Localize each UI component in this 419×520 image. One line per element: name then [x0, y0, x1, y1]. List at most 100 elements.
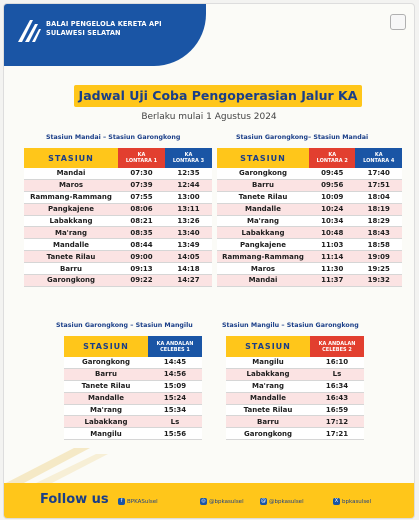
- station-header: STASIUN: [226, 336, 310, 357]
- train-header: KA LONTARA 4: [355, 148, 402, 168]
- departure-time-cell: 11:14: [308, 250, 356, 264]
- train-header-label: KA ANDALAN CELEBES 2: [318, 340, 356, 353]
- table-caption: Stasiun Garongkong – Stasiun Mangilu: [56, 322, 193, 329]
- departure-time-cell: 13:49: [165, 238, 212, 252]
- train-header: KA ANDALAN CELEBES 2: [310, 336, 364, 357]
- table-row: Mandalle 15:24: [64, 392, 202, 405]
- departure-time-cell: 16:59: [310, 404, 364, 417]
- departure-time-cell: 18:29: [355, 215, 402, 228]
- departure-time-cell: 10:34: [308, 215, 356, 228]
- railway-logo-icon: [18, 20, 41, 42]
- station-name-cell: Labakkang: [24, 215, 118, 228]
- table-row: Barru 09:56 17:51: [217, 179, 402, 192]
- departure-time-cell: 11:30: [308, 262, 356, 276]
- station-name-cell: Barru: [64, 368, 148, 381]
- station-name-cell: Maros: [24, 179, 118, 192]
- social-handle[interactable]: ◎ @bpkasulsel: [200, 498, 244, 505]
- station-name-cell: Mandai: [24, 168, 118, 180]
- station-name-cell: Mangilu: [64, 427, 148, 441]
- departure-time-cell: 07:39: [118, 179, 165, 192]
- departure-time-cell: 15:24: [148, 392, 202, 405]
- departure-time-cell: 14:18: [165, 262, 212, 276]
- train-header-label: KA LONTARA 1: [125, 152, 158, 164]
- departure-time-cell: 17:12: [310, 415, 364, 429]
- station-name-cell: Garongkong: [64, 357, 148, 369]
- departure-time-cell: 19:32: [355, 274, 402, 287]
- table-row: Ma'rang 10:34 18:29: [217, 215, 402, 228]
- table-row: Rammang-Rammang 11:14 19:09: [217, 250, 402, 264]
- departure-time-cell: 13:26: [165, 215, 212, 228]
- departure-time-cell: 11:03: [308, 238, 356, 252]
- station-name-cell: Mandalle: [217, 203, 309, 216]
- station-name-cell: Ma'rang: [64, 404, 148, 417]
- departure-time-cell: 16:34: [310, 380, 364, 393]
- train-header: KA LONTARA 2: [308, 148, 356, 168]
- table-row: Mandai 07:30 12:35: [24, 168, 212, 180]
- train-header-label: KA LONTARA 2: [316, 152, 348, 164]
- station-name-cell: Ma'rang: [226, 380, 310, 393]
- station-name-cell: Ma'rang: [24, 226, 118, 240]
- departure-time-cell: 19:25: [355, 262, 402, 276]
- table-row: Mandalle 08:44 13:49: [24, 238, 212, 252]
- station-name-cell: Tanete Rilau: [217, 191, 309, 204]
- station-name-cell: Tanete Rilau: [226, 404, 310, 417]
- departure-time-cell: 17:21: [310, 427, 364, 441]
- social-handle[interactable]: @ @bpkasulsel: [260, 498, 304, 505]
- expand-icon[interactable]: [390, 14, 406, 30]
- footer-band: [4, 483, 414, 518]
- departure-time-cell: 19:09: [355, 250, 402, 264]
- departure-time-cell: 17:40: [355, 168, 402, 180]
- social-handle-label: bpkasulsel: [342, 499, 372, 505]
- departure-time-cell: 15:09: [148, 380, 202, 393]
- social-handle[interactable]: f BPKASulsel: [118, 498, 158, 505]
- table-caption: Stasiun Garongkong– Stasiun Mandai: [236, 134, 369, 141]
- departure-time-cell: 18:43: [355, 226, 402, 240]
- station-name-cell: Pangkajene: [24, 203, 118, 216]
- departure-time-cell: 09:00: [118, 250, 165, 264]
- station-name-cell: Garongkong: [217, 168, 309, 180]
- follow-us-label: Follow us: [40, 492, 109, 507]
- table-row: Maros 07:39 12:44: [24, 179, 212, 192]
- table-row: Barru 14:56: [64, 368, 202, 381]
- departure-time-cell: 09:56: [308, 179, 356, 192]
- table-row: Tanete Rilau 09:00 14:05: [24, 250, 212, 264]
- table-row: Ma'rang 16:34: [226, 380, 364, 393]
- page-title: Jadwal Uji Coba Pengoperasian Jalur KA: [78, 88, 358, 103]
- social-handle-label: @bpkasulsel: [209, 499, 244, 505]
- schedule-poster: BALAI PENGELOLA KERETA API SULAWESI SELA…: [3, 3, 415, 519]
- station-header: STASIUN: [64, 336, 148, 357]
- train-header: KA LONTARA 1: [118, 148, 165, 168]
- table-row: Garongkong 09:45 17:40: [217, 168, 402, 180]
- departure-time-cell: 18:19: [355, 203, 402, 216]
- station-header: STASIUN: [24, 148, 118, 168]
- departure-time-cell: 18:04: [355, 191, 402, 204]
- schedule-table: STASIUN KA ANDALAN CELEBES 1 Garongkong 1…: [64, 336, 202, 441]
- departure-time-cell: 16:10: [310, 357, 364, 369]
- table-row: Rammang-Rammang 07:55 13:00: [24, 191, 212, 204]
- org-line-1: BALAI PENGELOLA KERETA API: [46, 20, 162, 28]
- schedule-table: STASIUN KA LONTARA 1 KA LONTARA 3 Mandai…: [24, 148, 212, 287]
- table-row: Labakkang Ls: [64, 415, 202, 429]
- schedule-table: STASIUN KA LONTARA 2 KA LONTARA 4 Garong…: [217, 148, 402, 287]
- station-name-cell: Mandalle: [64, 392, 148, 405]
- station-name-cell: Barru: [217, 179, 309, 192]
- departure-time-cell: 12:44: [165, 179, 212, 192]
- table-row: Pangkajene 11:03 18:58: [217, 238, 402, 252]
- station-name-cell: Garongkong: [24, 274, 118, 287]
- departure-time-cell: 09:45: [308, 168, 356, 180]
- station-name-cell: Mandalle: [226, 392, 310, 405]
- org-line-2: SULAWESI SELATAN: [46, 28, 121, 37]
- social-handle-label: @bpkasulsel: [269, 499, 304, 505]
- station-name-cell: Pangkajene: [217, 238, 309, 252]
- table-row: Tanete Rilau 16:59: [226, 404, 364, 417]
- departure-time-cell: 07:30: [118, 168, 165, 180]
- departure-time-cell: Ls: [148, 415, 202, 429]
- departure-time-cell: 13:11: [165, 203, 212, 216]
- station-name-cell: Rammang-Rammang: [24, 191, 118, 204]
- table-caption: Stasiun Mangilu – Stasiun Garongkong: [222, 322, 359, 329]
- station-name-cell: Garongkong: [226, 427, 310, 441]
- departure-time-cell: 10:48: [308, 226, 356, 240]
- threads-icon: @: [260, 498, 267, 505]
- table-row: Mandai 11:37 19:32: [217, 274, 402, 287]
